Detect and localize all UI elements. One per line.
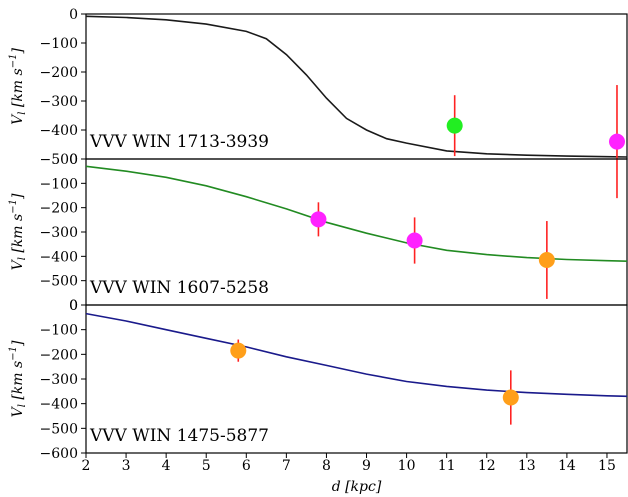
data-point <box>230 342 247 359</box>
y-tick-label: −400 <box>40 123 78 139</box>
y-tick-label: −100 <box>40 323 78 339</box>
x-tick-label: 14 <box>558 458 576 474</box>
x-tick-label: 7 <box>282 458 291 474</box>
y-tick-label: 0 <box>69 298 78 314</box>
x-tick-label: 15 <box>598 458 616 474</box>
y-tick-label: −500 <box>40 152 78 168</box>
y-tick-label: 0 <box>69 7 78 23</box>
panel-2: −100 −200 −300 −400 −500 0 Vl [km s−1] VVV WIN … <box>8 158 628 314</box>
panel-annotation: VVV WIN 1713-3939 <box>89 132 269 152</box>
y-tick-label: −300 <box>40 94 78 110</box>
x-tick-label: 9 <box>362 458 371 474</box>
x-tick-label: 10 <box>398 458 416 474</box>
y-tick-label: −200 <box>40 201 78 217</box>
data-point <box>310 211 327 228</box>
x-tick-label: 13 <box>518 458 536 474</box>
x-tick-label: 2 <box>82 458 91 474</box>
data-point <box>406 232 423 249</box>
y-tick-label: −300 <box>40 372 78 388</box>
panel-annotation: VVV WIN 1607-5258 <box>89 278 269 298</box>
y-tick-label: −600 <box>40 446 78 462</box>
data-point <box>608 133 625 150</box>
x-tick-label: 12 <box>478 458 496 474</box>
y-tick-label: −100 <box>40 176 78 192</box>
y-tick-label: 0 <box>69 298 78 314</box>
y-axis-label: Vl [km s−1] <box>8 193 28 270</box>
data-point <box>538 251 555 268</box>
y-tick-label: −500 <box>40 421 78 437</box>
x-tick-label: 6 <box>242 458 251 474</box>
x-tick-label: 5 <box>202 458 211 474</box>
model-curve <box>85 312 628 398</box>
panel-3: 0 −100 −200 −300 −400 −500 −600 Vl [km s−1] VVV … <box>8 298 628 495</box>
data-point <box>502 389 519 406</box>
y-tick-label: 0 <box>69 152 78 168</box>
x-tick-label: 4 <box>162 458 171 474</box>
y-axis-label: Vl [km s−1] <box>8 48 28 125</box>
data-point <box>446 117 463 134</box>
y-tick-label: −500 <box>40 274 78 290</box>
y-tick-label: −100 <box>40 36 78 52</box>
y-tick-label: −200 <box>40 65 78 81</box>
x-tick-label: 3 <box>122 458 131 474</box>
x-axis-label: d [kpc] <box>332 479 382 495</box>
y-tick-label: −200 <box>40 347 78 363</box>
y-axis-label: Vl [km s−1] <box>8 340 28 417</box>
model-curve <box>85 15 628 158</box>
y-tick-label: −400 <box>40 397 78 413</box>
model-curve <box>85 165 628 262</box>
x-tick-label: 11 <box>438 458 456 474</box>
y-tick-label: −300 <box>40 225 78 241</box>
x-tick-label: 8 <box>322 458 331 474</box>
panel-annotation: VVV WIN 1475-5877 <box>89 426 269 446</box>
y-tick-label: −400 <box>40 249 78 265</box>
